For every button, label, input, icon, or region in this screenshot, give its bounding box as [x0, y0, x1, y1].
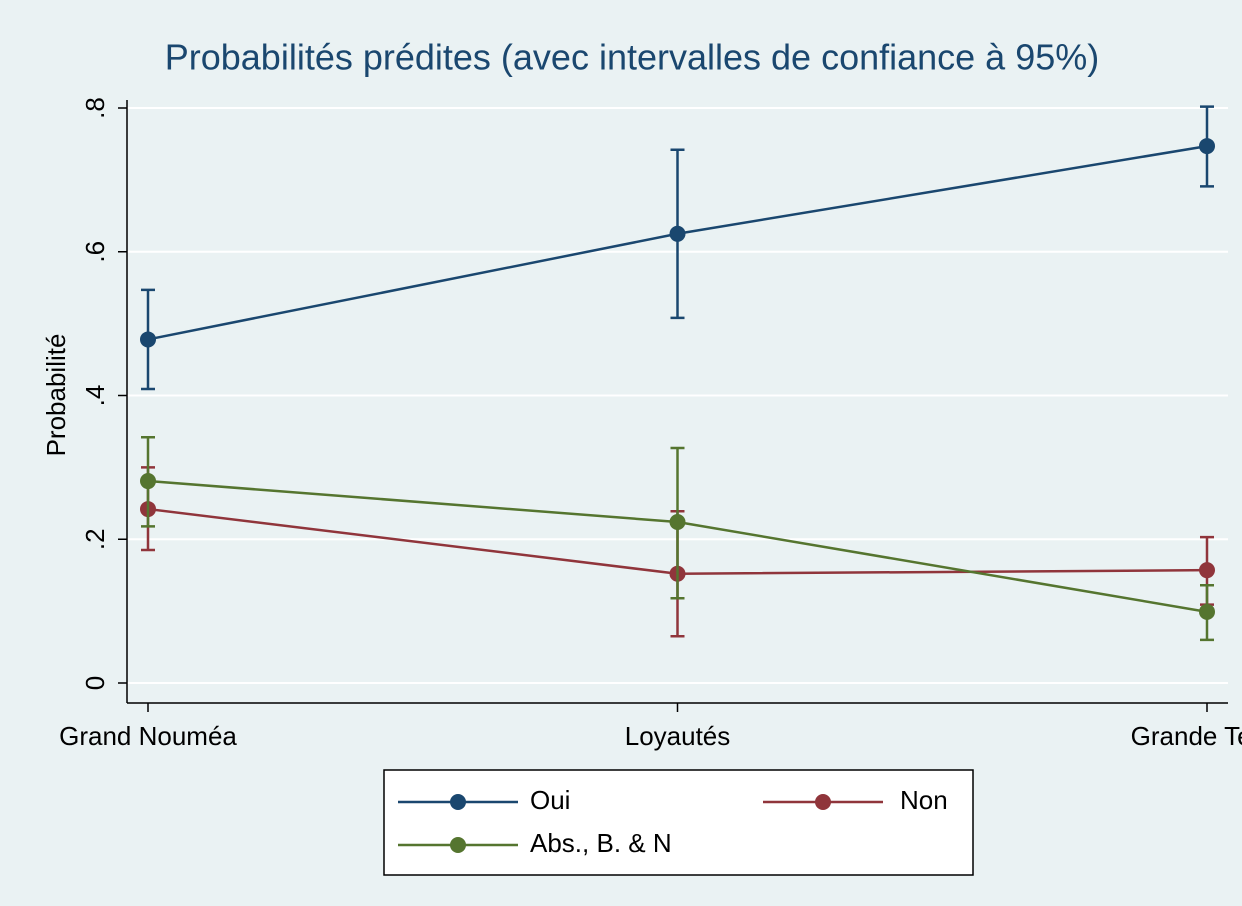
y-tick-label: .6 [80, 241, 110, 263]
y-tick-label: .2 [80, 528, 110, 550]
marker [1199, 138, 1215, 155]
legend-label: Abs., B. & N [530, 828, 672, 858]
legend-marker [815, 794, 831, 810]
y-axis-title: Probabilité [41, 334, 71, 457]
legend-label: Non [900, 785, 948, 815]
chart-title: Probabilités prédites (avec intervalles … [165, 37, 1100, 78]
y-tick-label: .8 [80, 97, 110, 119]
y-tick-label: .4 [80, 385, 110, 407]
marker [669, 225, 686, 242]
marker [669, 514, 686, 530]
legend-label: Oui [530, 785, 570, 815]
marker [140, 473, 156, 490]
marker [1199, 603, 1215, 620]
legend [383, 769, 974, 876]
x-tick-label: Grand Nouméa [59, 721, 237, 751]
x-tick-label: Loyautés [625, 721, 731, 751]
y-tick-label: 0 [80, 676, 110, 690]
marker [140, 331, 156, 348]
marker [1199, 562, 1215, 579]
legend-marker [450, 794, 466, 810]
x-tick-label: Grande Terre [1131, 721, 1242, 751]
legend-marker [450, 837, 466, 853]
